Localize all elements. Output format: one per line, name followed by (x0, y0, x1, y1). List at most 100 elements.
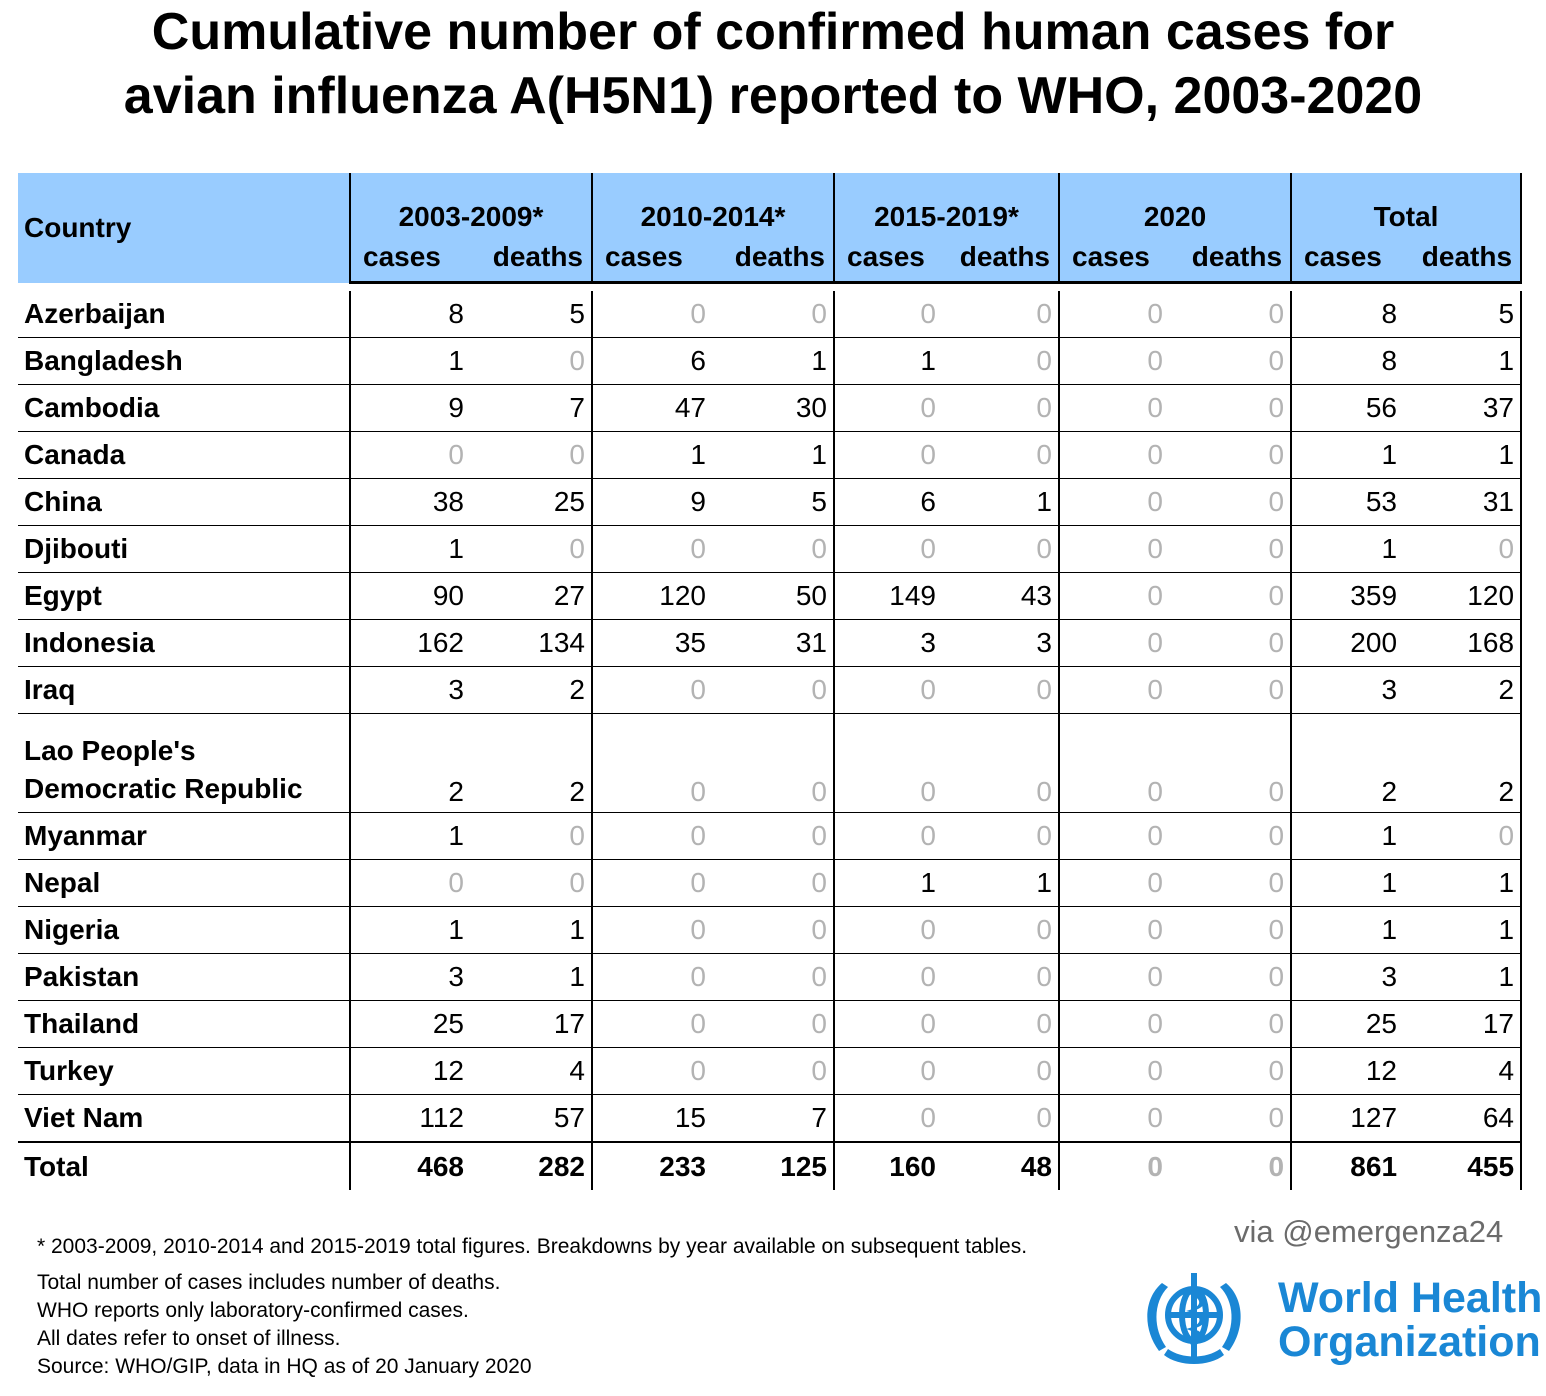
who-logo-line-2: Organization (1278, 1318, 1541, 1366)
table-row: China 38 25 9 5 6 1 0 0 53 31 (18, 478, 1523, 526)
deaths-cell: 4 (1403, 1047, 1523, 1095)
deaths-cell: 0 (1403, 525, 1523, 573)
cases-cell: 0 (1059, 812, 1169, 860)
cases-cell: 0 (592, 291, 712, 338)
cases-cell: 0 (592, 953, 712, 1001)
deaths-cell: 125 (712, 1141, 835, 1190)
title-line-1: Cumulative number of confirmed human cas… (151, 3, 1395, 61)
deaths-cell: 1 (1403, 859, 1523, 907)
table-row: Egypt 90 27 120 50 149 43 0 0 359 120 (18, 572, 1523, 620)
table-body: Azerbaijan 8 5 0 0 0 0 0 0 8 5 Bangladesh 1 0 6 1 1 0 0 0 8 1… (18, 283, 1523, 1190)
country-name-line: Democratic Republic (24, 773, 303, 804)
deaths-cell: 0 (942, 713, 1060, 813)
country-cell: Iraq (18, 666, 351, 714)
cases-cell: 0 (834, 666, 942, 714)
page-title: Cumulative number of confirmed human cas… (0, 0, 1546, 128)
deaths-subheader: deaths (712, 233, 835, 284)
cases-cell: 35 (592, 619, 712, 667)
cases-cell: 3 (834, 619, 942, 667)
deaths-cell: 1 (470, 953, 593, 1001)
cases-cell: 3 (350, 666, 470, 714)
table-row: Indonesia 162 134 35 31 3 3 0 0 200 168 (18, 619, 1523, 667)
cases-cell: 0 (592, 1000, 712, 1048)
deaths-cell: 0 (470, 812, 593, 860)
deaths-cell: 0 (712, 291, 835, 338)
title-line-2: avian influenza A(H5N1) reported to WHO,… (123, 67, 1423, 125)
deaths-cell: 0 (942, 431, 1060, 479)
country-cell: Turkey (18, 1047, 351, 1095)
cases-cell: 1 (1291, 431, 1404, 479)
country-cell: Total (18, 1141, 351, 1190)
cases-cell: 0 (834, 525, 942, 573)
cases-cell: 8 (1291, 337, 1404, 385)
deaths-cell: 27 (470, 572, 593, 620)
country-header: Country (18, 173, 351, 283)
cases-cell: 200 (1291, 619, 1404, 667)
country-cell: Cambodia (18, 384, 351, 432)
cases-cell: 8 (1291, 291, 1404, 338)
cases-cell: 0 (592, 859, 712, 907)
deaths-cell: 0 (1169, 337, 1293, 385)
deaths-cell: 0 (712, 666, 835, 714)
deaths-cell: 1 (942, 478, 1060, 526)
deaths-subheader: deaths (1403, 233, 1523, 284)
cases-cell: 6 (834, 478, 942, 526)
deaths-cell: 0 (712, 525, 835, 573)
deaths-cell: 0 (712, 812, 835, 860)
cases-cell: 90 (350, 572, 470, 620)
cases-cell: 25 (350, 1000, 470, 1048)
deaths-cell: 0 (942, 291, 1060, 338)
cases-cell: 9 (592, 478, 712, 526)
deaths-cell: 0 (942, 337, 1060, 385)
cases-cell: 53 (1291, 478, 1404, 526)
footnote-line: All dates refer to onset of illness. (37, 1327, 341, 1350)
cases-cell: 0 (834, 1094, 942, 1143)
deaths-cell: 0 (942, 953, 1060, 1001)
deaths-cell: 3 (942, 619, 1060, 667)
deaths-cell: 1 (712, 337, 835, 385)
deaths-cell: 0 (942, 1047, 1060, 1095)
table-row: Viet Nam 112 57 15 7 0 0 0 0 127 64 (18, 1094, 1523, 1143)
deaths-subheader: deaths (1169, 233, 1293, 284)
country-cell: Thailand (18, 1000, 351, 1048)
deaths-cell: 5 (470, 291, 593, 338)
cases-cell: 1 (1291, 906, 1404, 954)
country-cell: Azerbaijan (18, 291, 351, 338)
deaths-cell: 64 (1403, 1094, 1523, 1143)
cases-cell: 47 (592, 384, 712, 432)
cases-cell: 0 (1059, 666, 1169, 714)
cases-cell: 149 (834, 572, 942, 620)
via-credit: via @emergenza24 (1234, 1214, 1504, 1249)
cases-cell: 0 (834, 431, 942, 479)
cases-cell: 0 (834, 384, 942, 432)
deaths-cell: 0 (1169, 812, 1293, 860)
cases-cell: 0 (1059, 953, 1169, 1001)
cases-cell: 0 (1059, 291, 1169, 338)
deaths-cell: 0 (1169, 713, 1293, 813)
period-header: 2003-2009* (350, 173, 593, 233)
deaths-cell: 0 (712, 859, 835, 907)
table-row: Turkey 12 4 0 0 0 0 0 0 12 4 (18, 1047, 1523, 1095)
deaths-cell: 455 (1403, 1141, 1523, 1190)
cases-cell: 359 (1291, 572, 1404, 620)
country-cell: Canada (18, 431, 351, 479)
deaths-cell: 0 (470, 337, 593, 385)
deaths-cell: 31 (1403, 478, 1523, 526)
cases-cell: 3 (350, 953, 470, 1001)
deaths-cell: 37 (1403, 384, 1523, 432)
cases-cell: 0 (592, 713, 712, 813)
deaths-cell: 0 (1403, 812, 1523, 860)
header-gap-cell (18, 283, 1521, 292)
cases-cell: 160 (834, 1141, 942, 1190)
table-row: Nigeria 1 1 0 0 0 0 0 0 1 1 (18, 906, 1523, 954)
deaths-cell: 0 (712, 906, 835, 954)
cases-cell: 162 (350, 619, 470, 667)
country-cell: Myanmar (18, 812, 351, 860)
deaths-cell: 0 (942, 906, 1060, 954)
cases-cell: 0 (592, 1047, 712, 1095)
cases-cell: 2 (1291, 713, 1404, 813)
deaths-cell: 7 (470, 384, 593, 432)
cases-cell: 0 (1059, 1094, 1169, 1143)
cases-cell: 15 (592, 1094, 712, 1143)
deaths-cell: 0 (1169, 1094, 1293, 1143)
